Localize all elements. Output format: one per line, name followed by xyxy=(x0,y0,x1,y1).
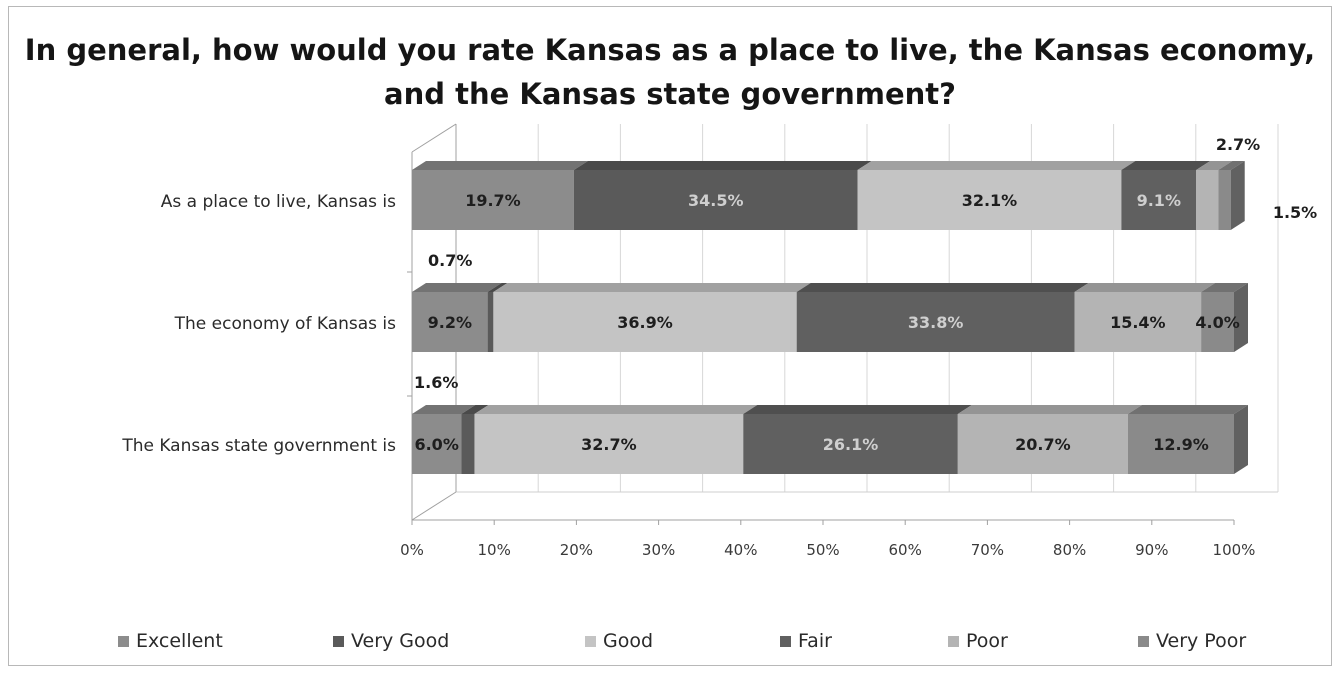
x-tick-label: 0% xyxy=(400,541,424,559)
bar-segment xyxy=(412,170,574,230)
bar-top xyxy=(474,405,758,414)
bar-top xyxy=(1201,283,1248,292)
x-tick-label: 30% xyxy=(642,541,675,559)
bar-segment xyxy=(857,170,1122,230)
chart-title: In general, how would you rate Kansas as… xyxy=(24,33,1316,111)
bar-segment xyxy=(796,292,1075,352)
legend-item: Poor xyxy=(948,628,1008,654)
bar-segment xyxy=(493,292,797,352)
bar-top xyxy=(573,161,872,170)
legend-swatch xyxy=(333,635,344,647)
data-label: 32.7% xyxy=(581,435,637,454)
data-label: 36.9% xyxy=(617,313,673,332)
data-label-outside: 2.7% xyxy=(1216,135,1260,154)
bar-side xyxy=(1234,405,1248,474)
legend-swatch xyxy=(118,635,129,647)
legend-item: Very Poor xyxy=(1138,628,1246,654)
data-label: 33.8% xyxy=(908,313,964,332)
legend-item: Very Good xyxy=(333,628,449,654)
bar-segment xyxy=(1218,170,1231,230)
data-label: 32.1% xyxy=(962,191,1018,210)
bar-segment xyxy=(474,414,744,474)
category-label: The economy of Kansas is xyxy=(174,314,397,334)
legend-swatch xyxy=(1138,635,1149,647)
bar-top xyxy=(1218,161,1245,170)
bar-segment xyxy=(412,292,488,352)
bar-top xyxy=(796,283,1089,292)
bar-top xyxy=(1127,405,1248,414)
legend-label: Fair xyxy=(798,630,832,652)
x-tick-label: 40% xyxy=(724,541,757,559)
data-label: 9.2% xyxy=(428,313,472,332)
x-tick-label: 50% xyxy=(806,541,839,559)
bar-segment xyxy=(487,292,494,352)
bar-segment xyxy=(957,414,1128,474)
data-label-outside: 1.6% xyxy=(414,373,458,392)
legend-swatch xyxy=(948,635,959,647)
x-tick-label: 80% xyxy=(1053,541,1086,559)
bar-top xyxy=(412,405,476,414)
bar-top xyxy=(412,283,502,292)
bar-top xyxy=(857,161,1136,170)
data-label: 20.7% xyxy=(1015,435,1071,454)
legend-label: Very Poor xyxy=(1156,630,1247,652)
bar-top xyxy=(412,161,588,170)
bar-segment xyxy=(1196,170,1219,230)
legend-item: Excellent xyxy=(118,628,223,654)
wall-top-edge xyxy=(411,123,457,153)
legend-label: Excellent xyxy=(136,630,223,652)
x-tick-label: 60% xyxy=(889,541,922,559)
legend-label: Good xyxy=(603,630,654,652)
bar-top xyxy=(487,283,508,292)
bar-top xyxy=(957,405,1142,414)
bar-segment xyxy=(1121,170,1197,230)
legend-swatch xyxy=(585,635,596,647)
x-tick-label: 90% xyxy=(1135,541,1168,559)
bar-segment xyxy=(1201,292,1234,352)
legend-swatch xyxy=(780,635,791,647)
floor-edge xyxy=(411,491,457,521)
bar-segment xyxy=(461,414,475,474)
bar-top xyxy=(1074,283,1216,292)
data-label: 15.4% xyxy=(1110,313,1166,332)
legend-item: Fair xyxy=(780,628,832,654)
bar-top xyxy=(1196,161,1233,170)
x-tick-label: 10% xyxy=(478,541,511,559)
category-label: As a place to live, Kansas is xyxy=(161,192,396,212)
bar-segment xyxy=(573,170,858,230)
bar-side xyxy=(1230,161,1245,230)
x-tick-label: 100% xyxy=(1213,541,1256,559)
data-label: 19.7% xyxy=(465,191,521,210)
data-label: 9.1% xyxy=(1137,191,1181,210)
data-label: 34.5% xyxy=(688,191,744,210)
legend-item: Good xyxy=(585,628,653,654)
category-label: The Kansas state government is xyxy=(121,436,396,456)
bar-top xyxy=(1121,161,1211,170)
bar-top xyxy=(461,405,489,414)
bar-top xyxy=(743,405,972,414)
data-label: 26.1% xyxy=(823,435,879,454)
x-tick-label: 70% xyxy=(971,541,1004,559)
bar-segment xyxy=(1074,292,1202,352)
chart-legend: Excellent Very Good Good Fair Poor Very Poor xyxy=(118,628,1258,654)
data-label: 4.0% xyxy=(1195,313,1239,332)
data-label-outside: 0.7% xyxy=(428,251,472,270)
bar-segment xyxy=(743,414,958,474)
bar-segment xyxy=(1127,414,1234,474)
bar-top xyxy=(493,283,811,292)
legend-label: Poor xyxy=(966,630,1008,652)
bar-segment xyxy=(412,414,462,474)
data-label: 6.0% xyxy=(414,435,458,454)
x-tick-label: 20% xyxy=(560,541,593,559)
data-label-outside: 1.5% xyxy=(1273,203,1317,222)
data-label: 12.9% xyxy=(1153,435,1209,454)
legend-label: Very Good xyxy=(351,630,450,652)
bar-side xyxy=(1234,283,1248,352)
